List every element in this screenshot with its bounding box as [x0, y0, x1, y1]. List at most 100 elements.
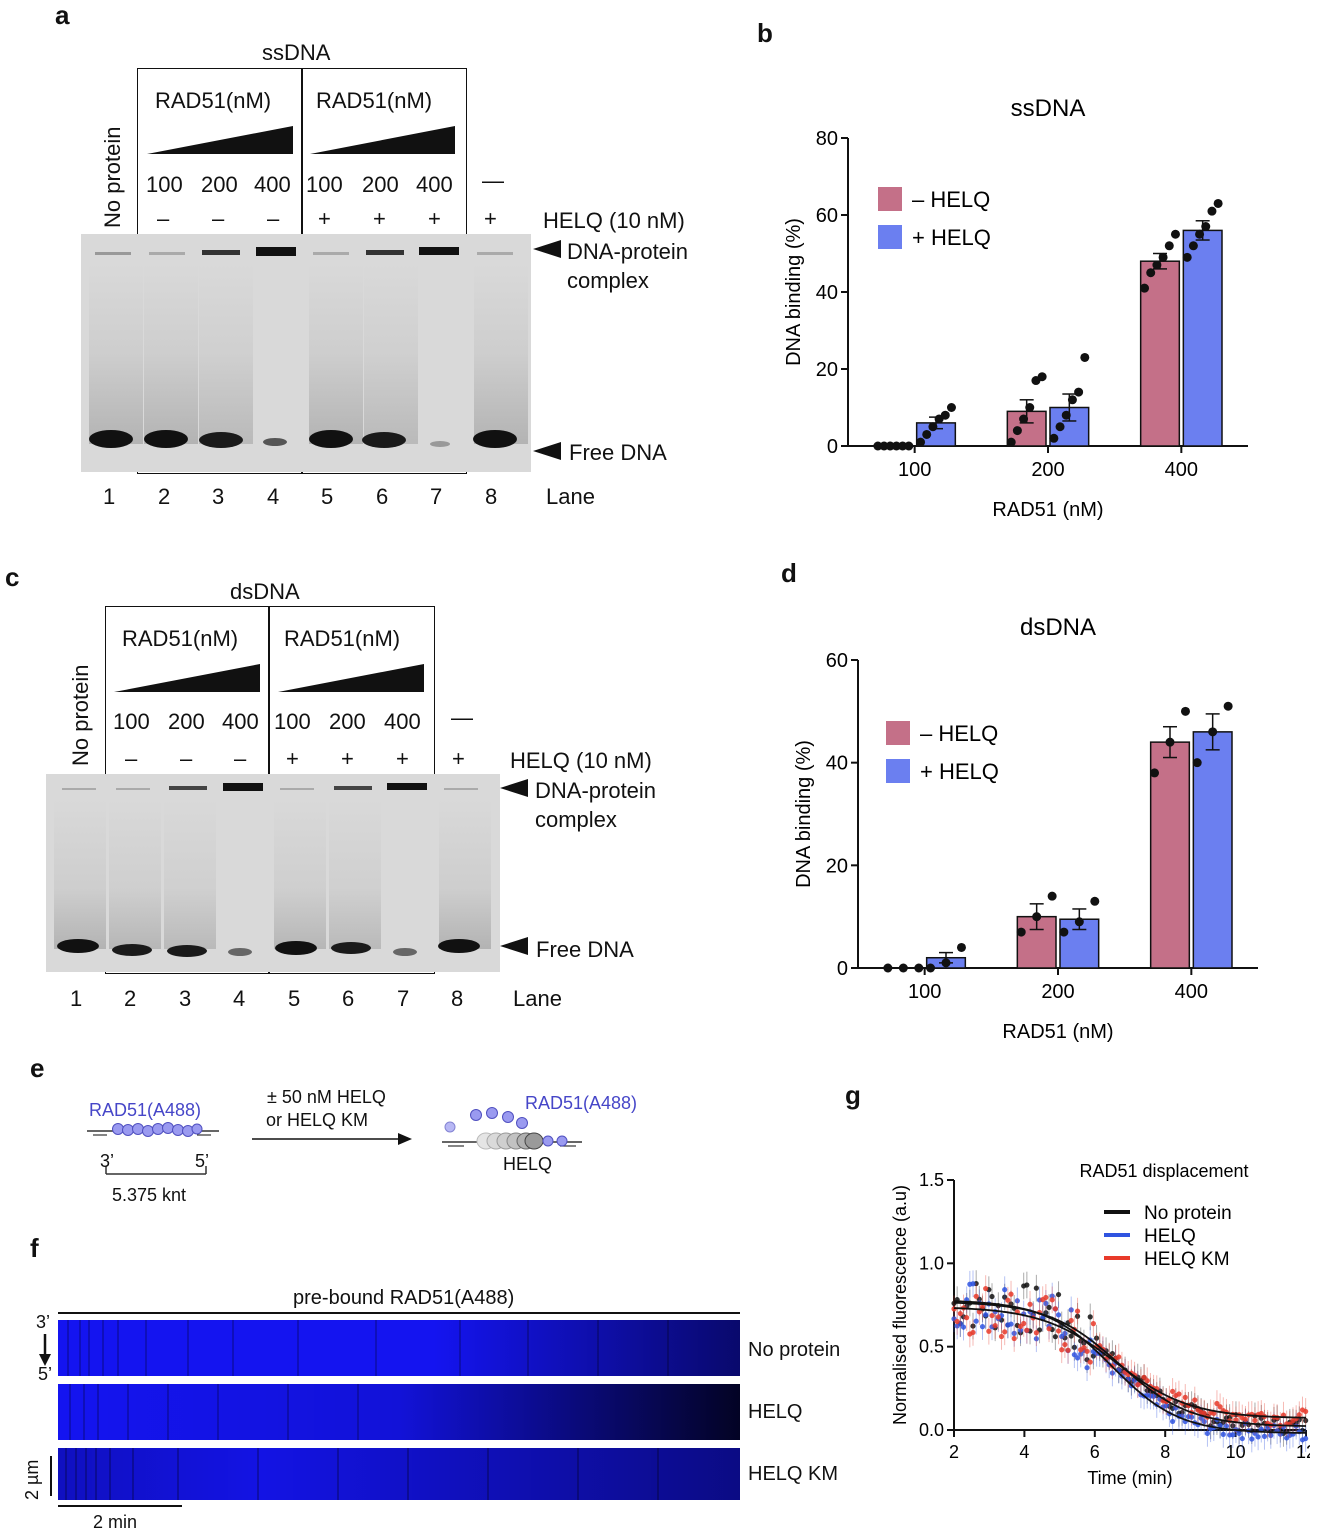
data-point — [970, 1323, 976, 1329]
gel-a-helq-7: + — [428, 206, 441, 231]
gel-a-wedge-2 — [310, 126, 455, 154]
data-point — [1043, 1300, 1049, 1306]
gel-c-free-band-6 — [331, 942, 371, 954]
data-point — [1150, 768, 1160, 778]
data-point — [1188, 241, 1198, 251]
gel-c-arrowheads — [500, 779, 528, 955]
data-point — [1242, 1416, 1249, 1422]
data-point — [1068, 1333, 1074, 1339]
data-point — [1211, 1410, 1217, 1417]
y-tick-label: 80 — [816, 128, 838, 150]
data-point — [940, 410, 950, 420]
data-point — [1071, 1344, 1077, 1350]
schematic-rad51-right: RAD51(A488) — [525, 1093, 638, 1113]
gel-c-wedge-1 — [114, 664, 260, 692]
x-tick-label: 8 — [1160, 1442, 1170, 1462]
gel-c-lane-8: 8 — [451, 986, 464, 1011]
kymo-title: pre-bound RAD51(A488) — [293, 1287, 515, 1309]
data-point — [973, 1318, 979, 1324]
schematic-length: 5.375 knt — [112, 1185, 187, 1205]
gel-a-helq-8: + — [484, 206, 497, 231]
data-point — [1192, 1397, 1198, 1403]
panel-letter-d: d — [781, 558, 797, 588]
data-point — [1062, 1330, 1068, 1337]
gel-c-lane-1: 1 — [70, 986, 83, 1011]
data-point — [1074, 1308, 1081, 1314]
data-point — [1006, 437, 1016, 447]
gel-a-free-band-5 — [309, 430, 353, 448]
gel-c-free-label: Free DNA — [536, 937, 634, 962]
data-point — [1150, 1393, 1157, 1399]
data-point — [1068, 1317, 1074, 1324]
data-point — [1025, 403, 1035, 412]
data-point — [1024, 1282, 1030, 1288]
gel-c-complex-label-2: complex — [535, 807, 617, 832]
data-point — [1081, 1345, 1087, 1351]
gel-c-complex-band-6 — [334, 786, 372, 790]
y-tick-label: 20 — [816, 359, 838, 381]
gel-c-free-band-1 — [57, 939, 99, 953]
data-point — [1192, 758, 1202, 768]
data-point — [976, 1309, 982, 1315]
x-tick-label: 10 — [1226, 1442, 1246, 1462]
data-point — [1249, 1436, 1255, 1442]
data-point — [1033, 1336, 1039, 1342]
schematic-helq-rings — [476, 1132, 544, 1150]
schematic-arrow-label-2: or HELQ KM — [266, 1110, 369, 1130]
x-tick-label: 400 — [1165, 459, 1198, 481]
gel-c-complex-label-1: DNA-protein — [535, 778, 657, 803]
legend-label: No protein — [1144, 1203, 1232, 1224]
gel-c-helq-3: – — [180, 746, 193, 771]
gel-c-group-label-2: RAD51(nM) — [284, 626, 401, 651]
data-point — [1062, 1341, 1068, 1348]
legend-label: + HELQ — [920, 759, 999, 784]
data-point — [946, 403, 956, 412]
y-tick-label: 0.0 — [919, 1420, 944, 1440]
x-tick-label: 4 — [1019, 1442, 1029, 1462]
data-point — [1074, 387, 1084, 397]
chart-title: RAD51 displacement — [1079, 1161, 1248, 1181]
data-point — [970, 1329, 976, 1336]
data-point — [1109, 1370, 1115, 1376]
data-point — [1078, 1351, 1084, 1357]
gel-a-free-band-2 — [144, 430, 188, 448]
data-point — [1303, 1408, 1309, 1415]
bar — [1139, 260, 1181, 447]
data-point — [1021, 1320, 1027, 1327]
data-point — [1059, 927, 1069, 937]
gel-c-bands — [54, 783, 491, 957]
gel-c-free-band-2 — [112, 944, 152, 956]
y-tick-label: 0.5 — [919, 1337, 944, 1357]
data-point — [992, 1322, 998, 1329]
gel-a-free-band-4 — [263, 438, 287, 446]
gel-a-free-band-1 — [89, 430, 133, 448]
gel-c-free-band-8 — [438, 939, 480, 953]
gel-a-free-band-8 — [473, 430, 517, 448]
x-tick-label: 12 — [1296, 1442, 1310, 1462]
gel-a-conc-2: 200 — [201, 172, 238, 197]
data-point — [1033, 1330, 1039, 1336]
gel-c-helq-2: – — [125, 746, 138, 771]
data-point — [1090, 896, 1100, 906]
gel-a-lane-8: 8 — [485, 484, 498, 509]
data-point — [1068, 1307, 1074, 1313]
data-point — [1163, 1402, 1169, 1409]
data-point — [1093, 1335, 1100, 1341]
data-point — [1255, 1434, 1261, 1440]
fit-curve — [953, 1300, 1306, 1434]
y-axis-label: DNA binding (%) — [793, 740, 815, 888]
data-point — [1008, 1291, 1014, 1297]
data-point — [1074, 1313, 1081, 1319]
gel-c-complex-band-8 — [444, 788, 478, 790]
data-point — [983, 1312, 989, 1318]
gel-c-complex-arrow — [500, 779, 528, 797]
data-point — [1074, 917, 1084, 927]
data-point — [1258, 1426, 1264, 1432]
gel-c-helq-6: + — [341, 746, 354, 771]
data-point — [1252, 1417, 1258, 1424]
gel-c-free-band-3 — [167, 945, 207, 957]
kymo-helq-texture — [58, 1384, 740, 1440]
data-point — [1052, 1334, 1058, 1340]
schematic-arrow — [252, 1133, 412, 1145]
